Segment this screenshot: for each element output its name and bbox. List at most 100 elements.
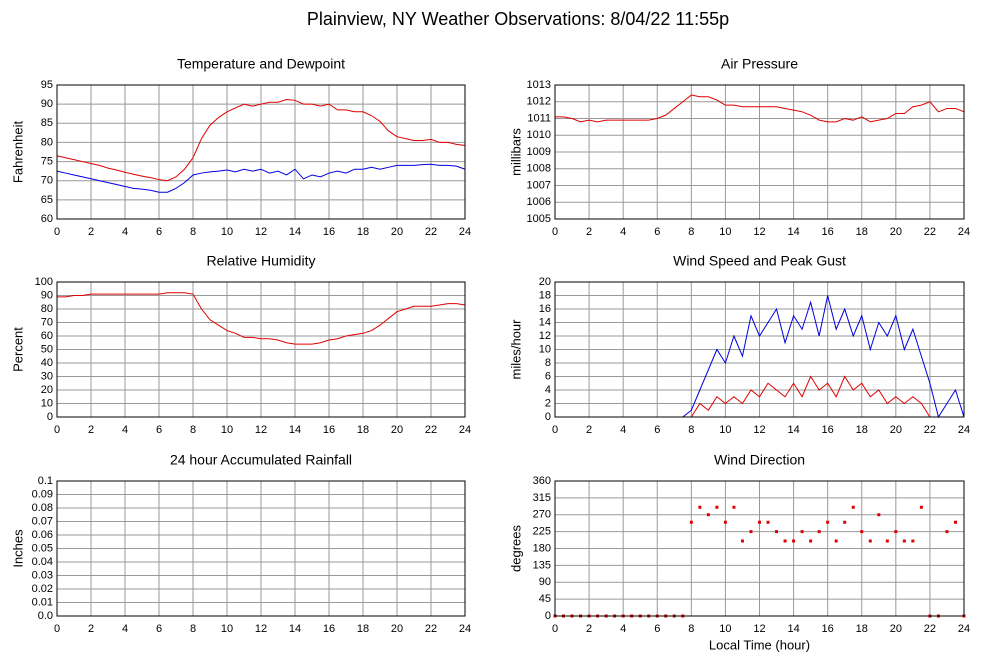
y-tick-label: 0.07 — [32, 515, 53, 527]
y-tick-label: 1008 — [527, 163, 551, 175]
x-tick-label: 16 — [323, 623, 335, 635]
y-tick-label: 1013 — [527, 79, 551, 91]
x-tick-label: 6 — [156, 226, 162, 238]
x-tick-label: 18 — [357, 623, 369, 635]
y-tick-label: 90 — [41, 98, 53, 110]
x-tick-label: 2 — [586, 226, 592, 238]
x-tick-label: 14 — [787, 424, 799, 436]
x-tick-label: 22 — [924, 424, 936, 436]
plot-frame — [554, 480, 965, 617]
x-tick-label: 0 — [54, 623, 60, 635]
y-tick-label: 0.06 — [32, 529, 53, 541]
x-tick-label: 24 — [958, 226, 970, 238]
x-tick-label: 8 — [688, 226, 694, 238]
x-tick-label: 24 — [958, 623, 970, 635]
x-tick-label: 22 — [425, 623, 437, 635]
y-tick-label: 360 — [533, 475, 551, 487]
x-tick-label: 8 — [190, 623, 196, 635]
y-tick-label: 6 — [545, 370, 551, 382]
data-line — [56, 99, 466, 182]
data-point — [953, 520, 957, 524]
y-tick-label: 10 — [41, 397, 53, 409]
y-tick-label: 65 — [41, 194, 53, 206]
x-tick-label: 6 — [156, 623, 162, 635]
data-point — [877, 513, 881, 517]
x-tick-label: 6 — [654, 226, 660, 238]
data-point — [706, 513, 710, 517]
x-tick-label: 12 — [753, 623, 765, 635]
x-tick-label: 12 — [753, 226, 765, 238]
x-tick-label: 8 — [190, 226, 196, 238]
data-point — [715, 505, 719, 509]
x-tick-label: 20 — [890, 226, 902, 238]
x-tick-label: 4 — [122, 424, 128, 436]
data-point — [749, 530, 753, 534]
x-tick-label: 12 — [255, 424, 267, 436]
data-point — [758, 520, 761, 524]
data-point — [732, 505, 736, 509]
x-tick-label: 10 — [221, 226, 233, 238]
data-point — [817, 530, 821, 534]
y-tick-label: 70 — [41, 175, 53, 187]
plot-frame — [554, 281, 965, 418]
chart-title: 24 hour Accumulated Rainfall — [170, 452, 352, 468]
x-tick-label: 20 — [890, 623, 902, 635]
y-tick-label: 70 — [41, 316, 53, 328]
y-tick-label: 14 — [539, 316, 551, 328]
y-tick-label: 30 — [41, 370, 53, 382]
y-tick-label: 0.08 — [32, 502, 53, 514]
data-point — [826, 520, 830, 524]
y-tick-label: 100 — [35, 276, 53, 288]
y-tick-label: 0 — [545, 610, 551, 622]
data-line — [555, 94, 965, 123]
x-axis-label: Local Time (hour) — [709, 637, 810, 652]
x-tick-label: 14 — [787, 623, 799, 635]
data-point — [843, 520, 847, 524]
y-axis-label: millibars — [508, 128, 523, 176]
y-tick-label: 75 — [41, 155, 53, 167]
y-axis-label: Fahrenheit — [10, 121, 25, 184]
y-tick-label: 0.02 — [32, 583, 53, 595]
x-tick-label: 18 — [357, 424, 369, 436]
x-tick-label: 12 — [255, 226, 267, 238]
y-tick-label: 18 — [539, 289, 551, 301]
x-tick-label: 0 — [552, 623, 558, 635]
y-tick-label: 0.0 — [38, 610, 53, 622]
data-point — [885, 539, 889, 543]
x-tick-label: 18 — [357, 226, 369, 238]
y-tick-label: 8 — [545, 357, 551, 369]
y-tick-label: 135 — [533, 559, 551, 571]
data-point — [775, 530, 779, 534]
x-tick-label: 8 — [688, 623, 694, 635]
plot-frame — [56, 480, 466, 617]
x-tick-label: 4 — [122, 623, 128, 635]
x-tick-label: 6 — [654, 623, 660, 635]
data-point — [945, 530, 949, 534]
data-point — [868, 539, 872, 543]
y-tick-label: 60 — [41, 330, 53, 342]
chart-title: Air Pressure — [721, 56, 798, 72]
x-tick-label: 0 — [552, 424, 558, 436]
data-point — [740, 539, 744, 543]
y-tick-label: 0.1 — [38, 475, 53, 487]
x-tick-label: 16 — [323, 424, 335, 436]
y-tick-label: 0 — [47, 411, 53, 423]
x-tick-label: 10 — [719, 623, 731, 635]
x-tick-label: 6 — [654, 424, 660, 436]
y-tick-label: 90 — [539, 576, 551, 588]
data-point — [902, 539, 906, 543]
x-tick-label: 10 — [221, 623, 233, 635]
x-tick-label: 20 — [391, 424, 403, 436]
x-tick-label: 0 — [552, 226, 558, 238]
chart-title: Wind Speed and Peak Gust — [673, 253, 846, 269]
x-tick-label: 20 — [391, 226, 403, 238]
y-tick-label: 80 — [41, 303, 53, 315]
x-tick-label: 14 — [289, 424, 301, 436]
data-point — [894, 530, 898, 534]
y-tick-label: 90 — [41, 289, 53, 301]
y-tick-label: 0.09 — [32, 488, 53, 500]
page-title: Plainview, NY Weather Observations: 8/04… — [307, 9, 729, 29]
y-tick-label: 1007 — [527, 179, 551, 191]
plot-frame — [56, 84, 466, 220]
